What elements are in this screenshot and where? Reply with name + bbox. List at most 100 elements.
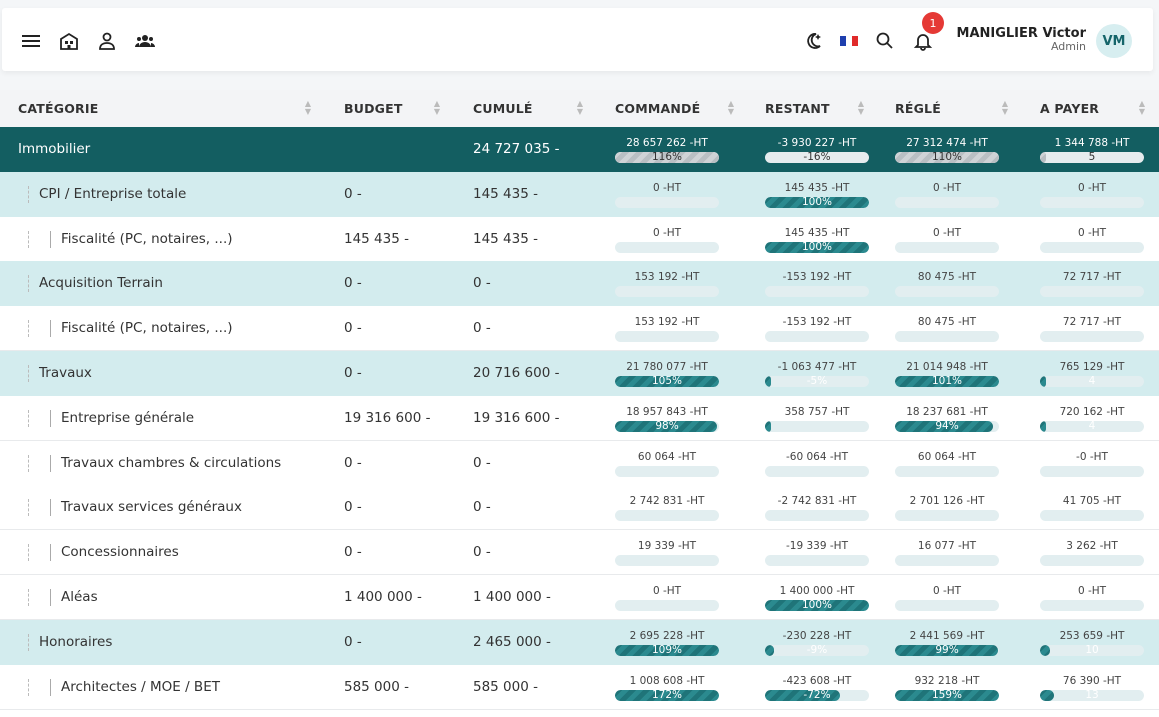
night-mode-icon[interactable] [802,30,824,52]
apayer-cell: 72 717 -HT [1040,316,1144,344]
commande-percent [615,555,719,566]
sort-icon[interactable]: ▲ ▼ [1138,99,1146,116]
regle-percent [895,555,999,566]
table-row[interactable]: Travaux chambres & circulations 0 - 0 - 60 … [0,440,1159,486]
sort-icon[interactable]: ▲ ▼ [1001,99,1009,116]
regle-progress-bar [895,465,999,477]
budget-value: 0 - [344,185,362,202]
restant-percent: -9% [806,643,828,656]
table-header: CATÉGORIE ▲ ▼ BUDGET ▲ ▼ CUMULÉ ▲ ▼ COMMAND… [0,90,1159,127]
budget-value: 0 - [344,365,362,381]
column-header-cumule[interactable]: CUMULÉ [473,101,533,116]
column-header-budget[interactable]: BUDGET [344,101,403,116]
table-row[interactable]: Honoraires 0 -2 465 000 -2 695 228 -HT 109… [0,619,1159,665]
category-name: CPI / Entreprise totale [39,185,187,202]
apayer-percent [1040,600,1144,611]
apayer-progress-bar [1040,644,1144,656]
sort-icon[interactable]: ▲ ▼ [576,99,584,116]
regle-progress-bar [895,510,999,522]
commande-progress-bar [615,376,719,387]
restant-cell: 1 400 000 -HT 100% [765,585,869,613]
apayer-progress-bar [1040,152,1144,163]
commande-percent [615,466,719,477]
regle-percent: 99% [935,643,959,656]
table-row[interactable]: Acquisition Terrain 0 - 0 - 153 192 -HT -153… [0,261,1159,307]
apayer-cell: 72 717 -HT [1040,271,1144,299]
apayer-progress-bar [1040,420,1144,432]
regle-cell: 932 218 -HT 159% [895,675,999,703]
apayer-progress-fill [1040,644,1051,656]
regle-progress-fill [895,152,999,163]
tree-guide [28,365,29,382]
table-row[interactable]: Aléas 1 400 000 - 1 400 000 - 0 -HT 1 400 00… [0,575,1159,620]
bell-icon[interactable] [912,30,934,52]
table-row[interactable]: Fiscalité (PC, notaires, ...) 0 - 0 - 153 1… [0,306,1159,352]
group-icon[interactable] [134,30,156,52]
commande-amount: 153 192 -HT [634,316,700,329]
regle-progress-bar [895,152,999,163]
commande-cell: 0 -HT [615,227,719,255]
column-header-regle[interactable]: RÉGLÉ [895,101,941,116]
restant-amount: 145 435 -HT [784,226,850,239]
regle-progress-bar [895,600,999,611]
apayer-amount: 253 659 -HT [1059,629,1125,642]
commande-amount: 28 657 262 -HT [626,137,708,149]
restant-progress-fill [765,600,869,611]
restant-progress-fill [765,644,775,656]
tree-guide [50,499,51,517]
table-row[interactable]: Travaux services généraux 0 - 0 - 2 742 831… [0,485,1159,531]
column-header-a-payer[interactable]: A PAYER [1040,101,1100,116]
column-header-restant[interactable]: RESTANT [765,101,830,116]
restant-progress-bar [765,331,869,343]
restant-percent: 100% [801,240,833,253]
table-row[interactable]: Architectes / MOE / BET 585 000 - 585 000 … [0,664,1159,710]
sort-icon[interactable]: ▲ ▼ [433,99,441,116]
user-name[interactable]: MANIGLIER Victor [956,26,1086,41]
building-icon[interactable] [58,30,80,52]
restant-percent: 100% [801,599,833,611]
regle-cell: 60 064 -HT [895,451,999,479]
menu-icon[interactable] [20,30,42,52]
apayer-progress-fill [1040,420,1046,432]
cumule-value: 24 727 035 - [473,141,560,157]
column-header-categorie[interactable]: CATÉGORIE [18,101,99,116]
cumule-value: 585 000 - [473,678,538,695]
table-row[interactable]: Concessionnaires 0 - 0 - 19 339 -HT -19 339 … [0,530,1159,576]
restant-progress-bar [765,465,869,477]
apayer-amount: 41 705 -HT [1062,495,1122,508]
table-row[interactable]: CPI / Entreprise totale 0 - 145 435 - 0 -HT… [0,171,1159,217]
table-row[interactable]: Fiscalité (PC, notaires, ...) 145 435 - 14… [0,216,1159,262]
commande-percent: 109% [651,643,683,656]
apayer-progress-bar [1040,286,1144,298]
commande-cell: 2 695 228 -HT 109% [615,630,719,658]
search-icon[interactable] [874,30,896,52]
restant-cell: -153 192 -HT [765,316,869,344]
table-row[interactable]: Travaux 0 - 20 716 600 - 21 780 077 -HT 105%… [0,351,1159,396]
apayer-progress-bar [1040,555,1144,567]
restant-percent: -72% [803,688,831,701]
apayer-progress-bar [1040,376,1144,387]
restant-progress-bar [765,196,869,208]
category-name: Entreprise générale [61,409,195,426]
table-row[interactable]: Immobilier 24 727 035 - 28 657 262 -HT 116%… [0,127,1159,172]
regle-percent [895,286,999,297]
commande-amount: 60 064 -HT [637,450,697,463]
commande-amount: 21 780 077 -HT [626,361,708,373]
sort-icon[interactable]: ▲ ▼ [727,99,735,116]
table-row[interactable]: Entreprise générale 19 316 600 - 19 316 60… [0,395,1159,441]
avatar[interactable]: VM [1096,24,1132,58]
sort-icon[interactable]: ▲ ▼ [857,99,865,116]
tree-guide [50,320,51,338]
sort-icon[interactable]: ▲ ▼ [304,99,312,116]
regle-percent [895,242,999,253]
regle-percent [895,331,999,342]
restant-percent [765,466,869,477]
restant-cell: -60 064 -HT [765,451,869,479]
apayer-percent [1040,242,1144,253]
flag-fr-icon[interactable] [838,30,860,52]
restant-progress-bar [765,510,869,522]
restant-cell: -230 228 -HT -9% [765,630,869,658]
user-icon[interactable] [96,30,118,52]
regle-cell: 27 312 474 -HT 110% [895,137,999,165]
column-header-commande[interactable]: COMMANDÉ [615,101,701,116]
